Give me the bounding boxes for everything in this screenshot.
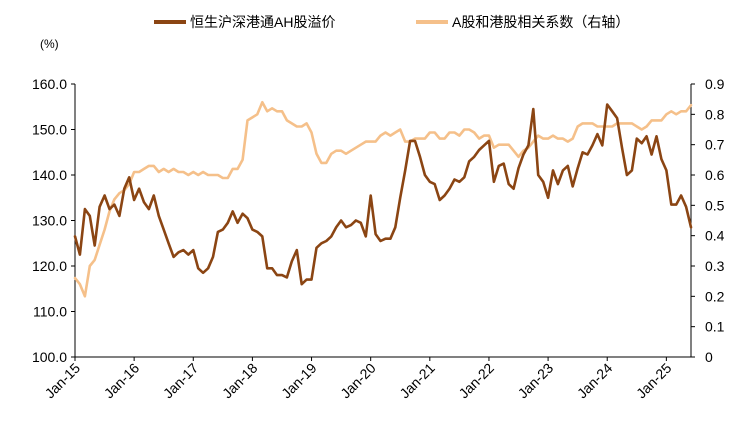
x-tick-label: Jan-20 <box>337 360 379 402</box>
right-tick-label: 0.5 <box>705 197 725 213</box>
x-tick-label: Jan-15 <box>42 360 84 402</box>
x-tick-label: Jan-16 <box>101 360 143 402</box>
right-tick-label: 0.6 <box>705 167 725 183</box>
legend-item-ah-premium: 恒生沪深港通AH股溢价 <box>154 14 335 30</box>
legend-label: 恒生沪深港通AH股溢价 <box>190 14 335 30</box>
left-tick-label: 100.0 <box>32 349 67 365</box>
x-tick-label: Jan-18 <box>219 360 261 402</box>
left-tick-label: 140.0 <box>32 167 67 183</box>
x-axis: Jan-15 Jan-16 Jan-17 Jan-18 Jan-19 Jan-20 Jan-… <box>42 356 691 402</box>
left-tick-label: 150.0 <box>32 122 67 138</box>
x-tick-label: Jan-21 <box>396 360 438 402</box>
x-tick-label: Jan-19 <box>278 360 320 402</box>
x-tick-label: Jan-22 <box>455 360 497 402</box>
right-axis: 0 0.1 0.2 0.3 0.4 0.5 0.6 0.7 0.8 0.9 <box>690 76 725 365</box>
x-tick-label: Jan-24 <box>574 360 616 402</box>
series-layer <box>73 100 693 298</box>
left-axis-unit-label: (%) <box>40 37 59 51</box>
right-tick-label: 0.1 <box>705 319 725 335</box>
series-line-ah-premium <box>73 103 693 286</box>
x-tick-label: Jan-25 <box>633 360 675 402</box>
x-tick-label: Jan-17 <box>160 360 202 402</box>
legend: 恒生沪深港通AH股溢价 A股和港股相关系数（右轴） <box>154 14 629 30</box>
left-tick-label: 130.0 <box>32 213 67 229</box>
left-axis: 100.0 110.0 120.0 130.0 140.0 150.0 160.0 <box>32 76 76 365</box>
right-tick-label: 0.2 <box>705 288 725 304</box>
right-tick-label: 0 <box>705 349 713 365</box>
legend-item-correlation: A股和港股相关系数（右轴） <box>416 14 629 30</box>
left-tick-label: 110.0 <box>33 304 67 320</box>
left-tick-label: 120.0 <box>32 258 67 274</box>
right-tick-label: 0.4 <box>705 228 725 244</box>
right-tick-label: 0.8 <box>705 106 725 122</box>
right-tick-label: 0.7 <box>705 137 725 153</box>
x-tick-label: Jan-23 <box>515 360 557 402</box>
right-tick-label: 0.3 <box>705 258 725 274</box>
right-tick-label: 0.9 <box>705 76 725 92</box>
left-tick-label: 160.0 <box>32 76 67 92</box>
series-line-correlation <box>73 100 693 298</box>
legend-label: A股和港股相关系数（右轴） <box>452 14 629 30</box>
